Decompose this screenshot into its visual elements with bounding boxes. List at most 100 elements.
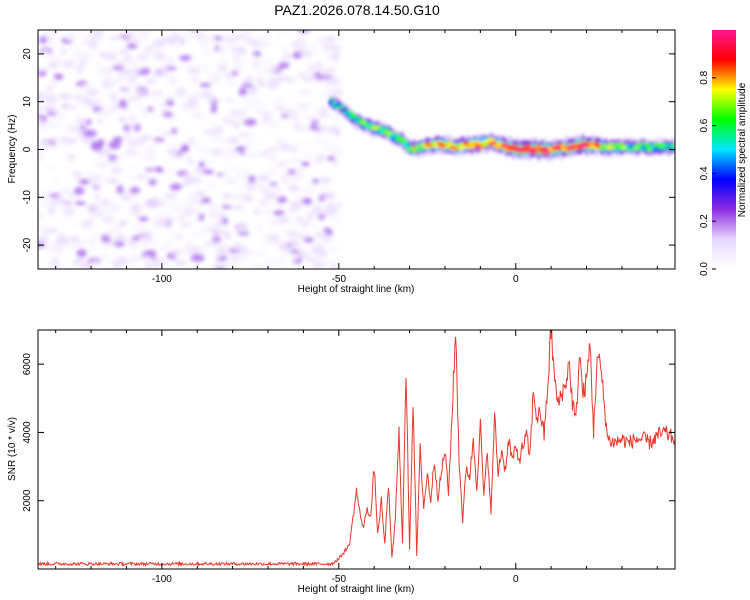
noise-blob <box>269 132 279 138</box>
noise-blob <box>83 129 97 138</box>
noise-blob <box>246 151 254 158</box>
noise-blob <box>110 161 117 166</box>
noise-blob <box>276 255 288 264</box>
noise-blob <box>281 47 289 54</box>
noise-blob <box>210 148 222 156</box>
noise-blob <box>151 242 161 249</box>
noise-blob <box>117 250 127 256</box>
noise-blob <box>190 231 204 239</box>
noise-blob <box>144 154 156 162</box>
noise-blob <box>198 161 205 168</box>
noise-blob <box>143 144 156 152</box>
noise-blob <box>255 137 263 143</box>
noise-blob <box>265 185 280 194</box>
noise-blob <box>49 78 59 88</box>
noise-blob <box>224 72 235 79</box>
ridge-blob <box>334 103 342 106</box>
noise-blob <box>163 92 176 102</box>
noise-blob <box>291 76 299 86</box>
noise-blob <box>199 82 212 88</box>
x-tick-label: -100 <box>152 574 172 585</box>
noise-blob <box>327 199 340 204</box>
noise-blob <box>167 175 177 180</box>
noise-blob <box>202 169 215 175</box>
noise-blob <box>294 122 301 131</box>
noise-blob <box>144 225 154 234</box>
noise-blob <box>225 180 240 186</box>
noise-blob <box>47 206 55 215</box>
noise-blob <box>38 153 43 162</box>
noise-blob <box>44 244 58 248</box>
noise-blob <box>227 136 240 145</box>
noise-blob <box>313 80 326 85</box>
noise-blob <box>312 262 325 269</box>
noise-blob <box>334 203 344 209</box>
snr-frame <box>37 329 676 570</box>
noise-blob <box>78 210 89 217</box>
noise-blob <box>140 170 152 176</box>
noise-blob <box>313 87 326 97</box>
noise-blob <box>293 141 302 148</box>
noise-blob <box>69 192 76 199</box>
noise-blob <box>38 262 44 268</box>
noise-blob <box>74 71 83 77</box>
noise-blob <box>131 37 140 42</box>
noise-blob <box>262 66 269 75</box>
noise-blob <box>63 264 73 269</box>
noise-blob <box>47 261 55 269</box>
noise-blob <box>144 51 153 56</box>
noise-blob <box>288 254 300 261</box>
noise-blob <box>286 108 293 115</box>
noise-blob <box>263 261 277 266</box>
noise-blob <box>241 83 254 88</box>
noise-blob <box>222 217 228 225</box>
noise-blob <box>108 140 121 150</box>
noise-blob <box>242 194 254 203</box>
noise-blob <box>259 234 268 239</box>
noise-blob <box>150 140 160 146</box>
noise-blob <box>212 60 219 67</box>
noise-blob <box>72 258 87 265</box>
noise-blob <box>45 30 53 37</box>
noise-blob <box>48 201 57 207</box>
noise-blob <box>38 66 45 72</box>
noise-blob <box>103 211 114 220</box>
noise-blob <box>161 260 170 269</box>
ridge-blob <box>328 99 335 103</box>
noise-blob <box>236 146 247 151</box>
noise-blob <box>261 238 273 245</box>
noise-blob <box>318 177 330 182</box>
colorbar-label: Normalized spectral amplitude <box>737 82 748 217</box>
noise-blob <box>303 237 314 244</box>
noise-blob <box>243 177 250 184</box>
noise-blob <box>269 155 276 161</box>
x-tick-label: 0 <box>513 274 519 285</box>
noise-blob <box>279 133 286 140</box>
noise-blob <box>130 85 137 92</box>
noise-blob <box>188 192 195 202</box>
noise-blob <box>281 159 290 165</box>
spectrogram-x-ticks: -100 -50 0 <box>55 30 658 285</box>
noise-blob <box>171 154 180 160</box>
noise-blob <box>242 76 254 84</box>
noise-blob <box>217 172 224 177</box>
noise-blob <box>113 265 120 269</box>
noise-blob <box>177 46 185 52</box>
noise-blob <box>126 43 138 49</box>
ridge-blob <box>341 109 348 112</box>
noise-blob <box>248 175 256 184</box>
noise-blob <box>299 140 313 146</box>
noise-blob <box>297 251 310 257</box>
noise-blob <box>228 198 236 208</box>
noise-blob <box>136 174 146 180</box>
noise-blob <box>214 225 226 234</box>
noise-blob <box>131 99 142 108</box>
noise-blob <box>162 198 175 203</box>
noise-blob <box>302 197 313 206</box>
noise-blob <box>303 153 317 158</box>
noise-blob <box>278 61 290 69</box>
y-tick-label: 6000 <box>22 353 33 376</box>
noise-blob <box>242 215 251 223</box>
noise-blob <box>69 235 80 243</box>
noise-blob <box>118 48 131 55</box>
